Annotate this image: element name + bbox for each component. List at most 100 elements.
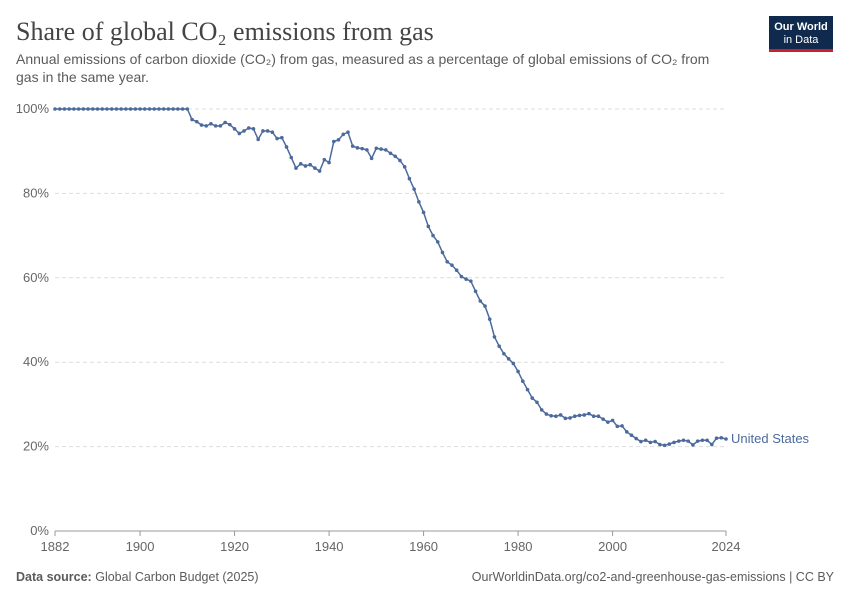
point — [672, 440, 676, 445]
point — [549, 413, 553, 418]
point — [57, 107, 62, 111]
point — [218, 124, 223, 128]
point — [142, 107, 147, 111]
point — [624, 430, 629, 434]
point — [417, 200, 421, 204]
subtitle-box: Annual emissions of carbon dioxide (CO₂)… — [16, 51, 709, 85]
point — [445, 259, 450, 264]
logo-box[interactable] — [769, 16, 833, 52]
point — [459, 274, 464, 279]
point — [303, 164, 308, 168]
point — [658, 442, 662, 447]
point — [294, 166, 298, 170]
point — [435, 240, 440, 244]
point — [256, 137, 260, 142]
point — [724, 437, 728, 441]
x-tick-label: 1882 — [41, 539, 70, 554]
source[interactable]: Global Carbon Budget (2025) — [95, 570, 258, 584]
point — [662, 443, 667, 448]
point — [176, 107, 180, 111]
x-tick-label: 1920 — [220, 539, 249, 554]
point — [469, 279, 473, 283]
point — [308, 162, 312, 167]
x-tick-label: 1960 — [409, 539, 438, 554]
point — [261, 129, 265, 133]
point — [393, 154, 398, 159]
point — [336, 138, 341, 142]
y-tick-label: 100% — [16, 101, 50, 116]
point — [700, 438, 705, 443]
point — [133, 107, 138, 111]
point — [648, 440, 653, 445]
point — [265, 129, 270, 133]
point — [544, 412, 549, 416]
point — [450, 263, 454, 267]
point — [615, 424, 620, 429]
point — [473, 289, 478, 294]
point — [653, 439, 657, 444]
point — [398, 158, 402, 163]
point — [284, 145, 289, 149]
point — [317, 169, 322, 173]
point — [365, 148, 369, 152]
point — [610, 418, 615, 423]
point — [691, 443, 695, 447]
point — [591, 414, 596, 419]
logo-text[interactable]: Our World — [774, 21, 828, 33]
point — [171, 107, 175, 111]
point — [530, 396, 535, 400]
point — [554, 414, 558, 419]
y-tick-label: 40% — [23, 354, 49, 369]
point — [572, 414, 577, 419]
point — [454, 268, 459, 273]
point — [676, 439, 681, 443]
point — [577, 413, 582, 418]
point — [516, 369, 520, 374]
logo-bar — [769, 49, 833, 52]
footer-url[interactable]: OurWorldinData.org/co2-and-greenhouse-ga… — [472, 570, 835, 584]
point — [686, 439, 690, 443]
point — [511, 361, 516, 366]
series-label[interactable]: United States — [731, 431, 810, 446]
point — [412, 187, 416, 191]
point — [402, 165, 407, 169]
point — [152, 107, 157, 111]
point — [341, 132, 346, 137]
point — [497, 344, 501, 348]
point — [346, 130, 350, 135]
point — [76, 107, 81, 111]
point — [478, 299, 483, 303]
point — [539, 408, 544, 412]
y-tick-label: 80% — [23, 185, 49, 200]
x-tick-label: 1940 — [315, 539, 344, 554]
point — [388, 151, 393, 156]
point — [190, 117, 194, 122]
point — [634, 436, 639, 441]
point — [327, 160, 331, 165]
point — [128, 107, 133, 111]
point — [213, 124, 218, 128]
logo-text[interactable]: in Data — [784, 34, 820, 46]
logo[interactable]: Our World in Data — [769, 16, 833, 52]
x-tick-label: 2000 — [598, 539, 627, 554]
point — [289, 155, 294, 160]
point — [492, 335, 497, 339]
point — [483, 304, 487, 308]
point — [91, 107, 95, 111]
point — [525, 387, 530, 392]
point — [105, 107, 109, 111]
point — [86, 107, 90, 111]
point — [620, 424, 624, 428]
point — [506, 357, 511, 361]
point — [185, 107, 190, 111]
point — [431, 233, 435, 238]
point — [710, 442, 714, 447]
footer-source: Data source: Global Carbon Budget (2025) — [16, 570, 259, 584]
point — [209, 121, 213, 126]
point — [280, 135, 284, 140]
point — [568, 416, 572, 420]
x-tick-label: 1980 — [504, 539, 533, 554]
point — [350, 144, 355, 148]
point — [228, 122, 232, 127]
